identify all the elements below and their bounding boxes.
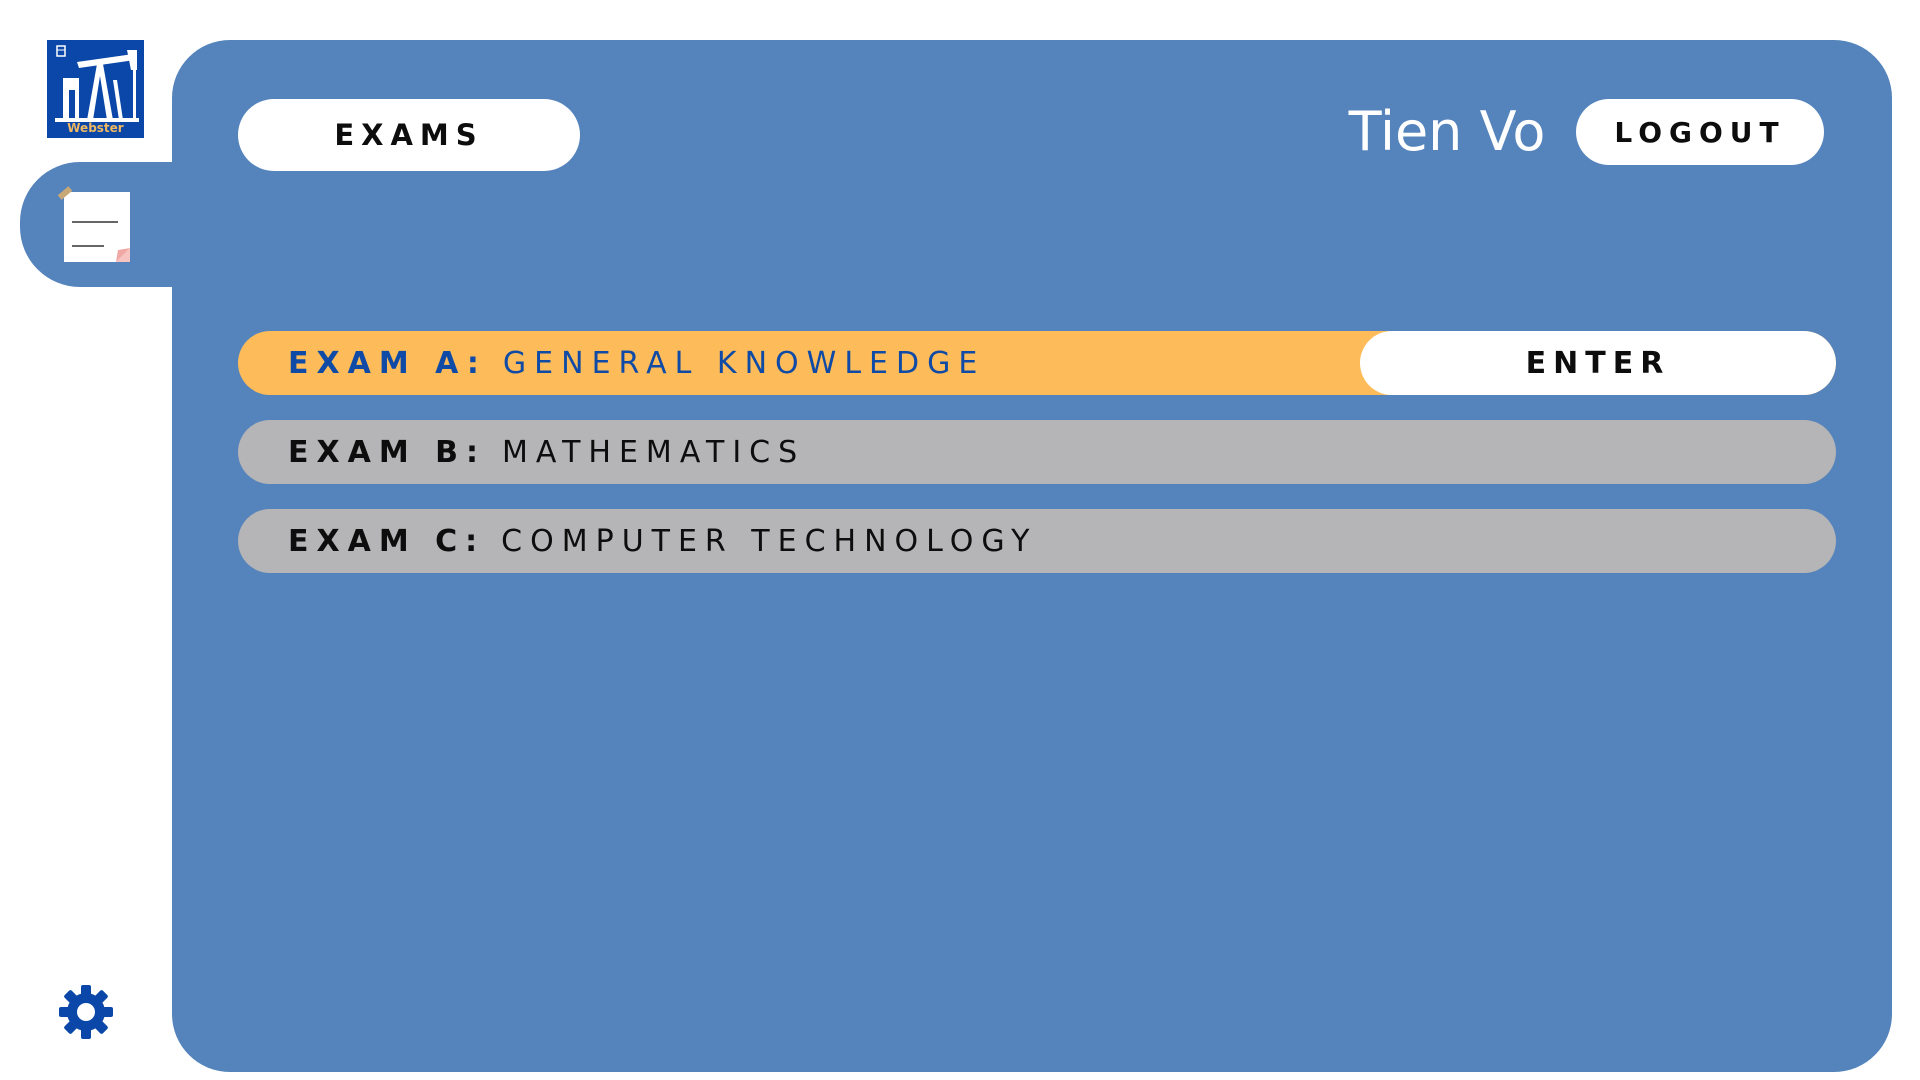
exams-button[interactable]: EXAMS	[238, 99, 580, 171]
webster-logo[interactable]: Webster	[47, 40, 144, 138]
exam-row-c[interactable]: EXAM C: COMPUTER TECHNOLOGY	[238, 509, 1836, 573]
exam-title: GENERAL KNOWLEDGE	[502, 345, 986, 381]
exam-title: COMPUTER TECHNOLOGY	[501, 523, 1038, 559]
exam-row-a[interactable]: EXAM A: GENERAL KNOWLEDGE ENTER	[238, 331, 1836, 395]
main-panel: EXAMS Tien Vo LOGOUT EXAM A: GENERAL KNO…	[172, 40, 1892, 1072]
exam-code: EXAM A:	[288, 345, 487, 381]
exam-code: EXAM C:	[288, 523, 486, 559]
note-icon[interactable]	[56, 186, 136, 266]
oil-pump-icon	[55, 45, 139, 122]
logout-button[interactable]: LOGOUT	[1576, 99, 1824, 165]
gear-icon[interactable]	[58, 984, 114, 1040]
exam-row-b[interactable]: EXAM B: MATHEMATICS	[238, 420, 1836, 484]
enter-button[interactable]: ENTER	[1360, 331, 1836, 395]
exam-title: MATHEMATICS	[502, 434, 806, 470]
logo-text: Webster	[67, 121, 124, 135]
exam-code: EXAM B:	[288, 434, 487, 470]
user-name: Tien Vo	[1348, 100, 1546, 163]
